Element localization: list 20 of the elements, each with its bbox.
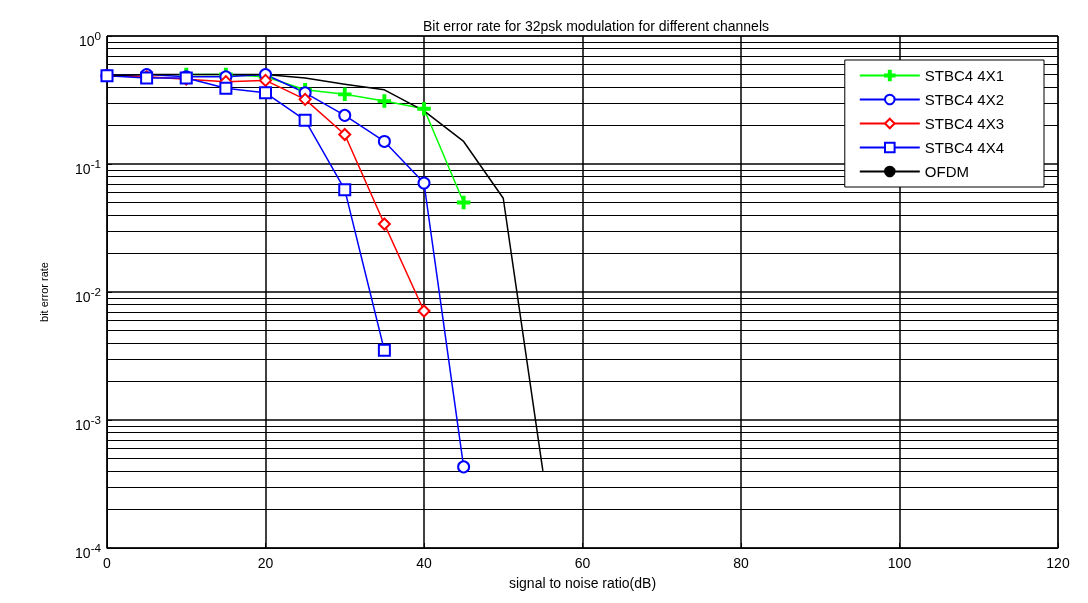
- y-tick-label: 10$^{-3}$: [75, 412, 101, 435]
- x-tick-label: 20: [257, 555, 274, 571]
- x-axis-title: signal to noise ratio(dB): [508, 575, 657, 591]
- x-tick-label: 120: [1046, 555, 1070, 571]
- y-tick-label: 10$^{-4}$: [75, 540, 101, 563]
- legend-label: STBC4 4X1: [924, 67, 1005, 84]
- legend-label: STBC4 4X3: [924, 115, 1005, 132]
- y-axis-title: bit error rate: [37, 262, 50, 322]
- x-tick-label: 0: [103, 555, 112, 571]
- legend-label: STBC4 4X2: [924, 91, 1005, 108]
- x-tick-label: 40: [416, 555, 432, 571]
- x-tick-label: 80: [733, 555, 749, 571]
- y-tick-label: 10$^{-1}$: [75, 156, 101, 179]
- chart-title: Bit error rate for 32psk modulation for different channels: [422, 18, 770, 34]
- x-tick-label: 60: [574, 555, 591, 571]
- y-tick-label: 10$^{0}$: [78, 28, 101, 51]
- legend-label: STBC4 4X4: [924, 139, 1005, 156]
- y-tick-label: 10$^{-2}$: [75, 284, 101, 307]
- legend-label: OFDM: [924, 163, 969, 180]
- x-tick-label: 100: [887, 555, 912, 571]
